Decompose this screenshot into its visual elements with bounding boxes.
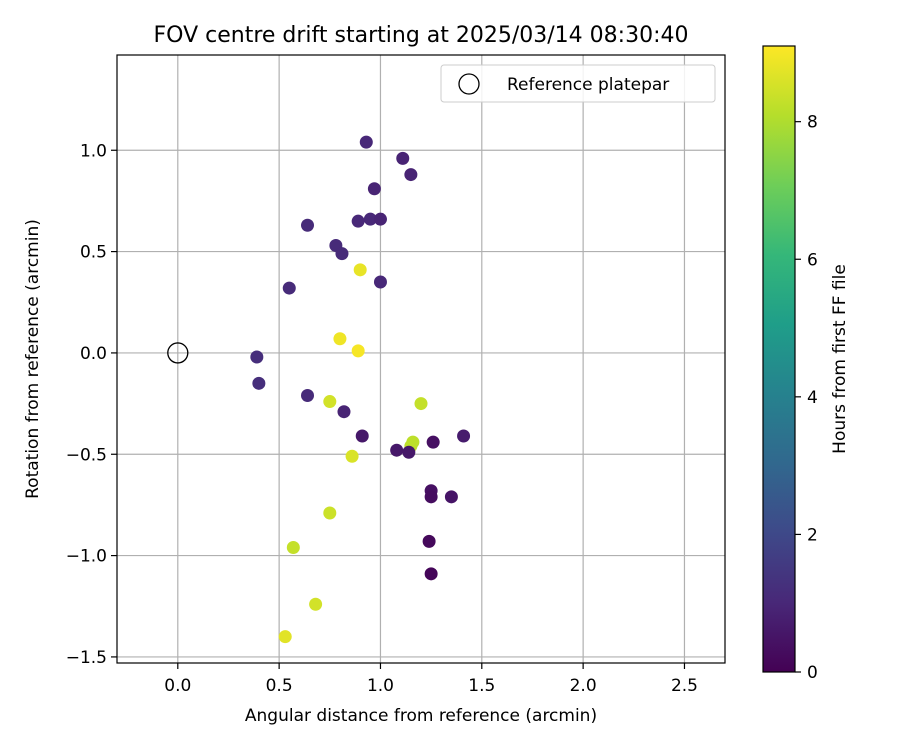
scatter-point [457, 429, 471, 443]
reference-platepar-marker [167, 342, 189, 364]
x-axis-ticks: 0.0 0.5 1.0 1.5 2.0 2.5 [164, 663, 698, 696]
y-tick-label: −0.5 [66, 445, 107, 465]
x-tick-label: 1.5 [468, 676, 495, 696]
scatter-point [351, 344, 365, 358]
scatter-point [301, 388, 315, 402]
scatter-point [367, 182, 381, 196]
x-tick-label: 0.0 [164, 676, 191, 696]
scatter-point [252, 376, 266, 390]
colorbar-tick-label: 6 [807, 250, 818, 270]
scatter-point [402, 445, 416, 459]
colorbar-tick-label: 0 [807, 663, 818, 683]
scatter-point [404, 168, 418, 182]
scatter-point [345, 449, 359, 463]
y-tick-label: −1.0 [66, 547, 107, 567]
scatter-point [353, 263, 367, 277]
scatter-point [333, 332, 347, 346]
scatter-point [373, 212, 387, 226]
scatter-point [359, 135, 373, 149]
y-axis-ticks: −1.5 −1.0 −0.5 0.0 0.5 1.0 [66, 141, 117, 668]
y-tick-label: −1.5 [66, 648, 107, 668]
scatter-point [424, 567, 438, 581]
legend-box [440, 64, 716, 103]
scatter-point [355, 429, 369, 443]
reference-layer [167, 342, 189, 364]
colorbar-frame [762, 45, 796, 673]
scatter-point [282, 281, 296, 295]
scatter-point [323, 506, 337, 520]
scatter-point [337, 405, 351, 419]
colorbar: 0 2 4 6 8 Hours from first FF file [762, 45, 850, 683]
colorbar-tick-label: 2 [807, 525, 818, 545]
x-tick-label: 1.0 [367, 676, 394, 696]
scatter-point [286, 540, 300, 554]
scatter-point [390, 443, 404, 457]
grid [117, 55, 725, 663]
x-tick-label: 2.5 [671, 676, 698, 696]
scatter-point [335, 247, 349, 261]
plot-frame [116, 54, 726, 664]
scatter-point [424, 490, 438, 504]
scatter-point [396, 151, 410, 165]
x-tick-label: 0.5 [266, 676, 293, 696]
x-axis-label: Angular distance from reference (arcmin) [245, 706, 597, 726]
scatter-point [278, 630, 292, 644]
y-axis-label: Rotation from reference (arcmin) [23, 219, 43, 499]
scatter-point [373, 275, 387, 289]
chart-title: FOV centre drift starting at 2025/03/14 … [154, 23, 689, 48]
legend-label-reference: Reference platepar [507, 75, 669, 95]
scatter-point [414, 397, 428, 411]
colorbar-tick-label: 8 [807, 113, 818, 133]
legend-marker-reference [458, 73, 480, 95]
colorbar-label: Hours from first FF file [830, 264, 850, 454]
scatter-point [309, 597, 323, 611]
legend: Reference platepar [440, 64, 716, 103]
colorbar-gradient [763, 46, 795, 672]
y-tick-label: 0.5 [80, 243, 107, 263]
scatter-point [444, 490, 458, 504]
scatter-point [301, 218, 315, 232]
scatter-point [250, 350, 264, 364]
y-tick-label: 0.0 [80, 344, 107, 364]
scatter-point [426, 435, 440, 449]
scatter-point [363, 212, 377, 226]
colorbar-tick-label: 4 [807, 388, 818, 408]
scatter-point [323, 395, 337, 409]
colorbar-ticks: 0 2 4 6 8 [795, 113, 818, 683]
scatter-points [250, 135, 471, 644]
y-tick-label: 1.0 [80, 141, 107, 161]
scatter-point [351, 214, 365, 228]
scatter-point [422, 534, 436, 548]
x-tick-label: 2.0 [570, 676, 597, 696]
